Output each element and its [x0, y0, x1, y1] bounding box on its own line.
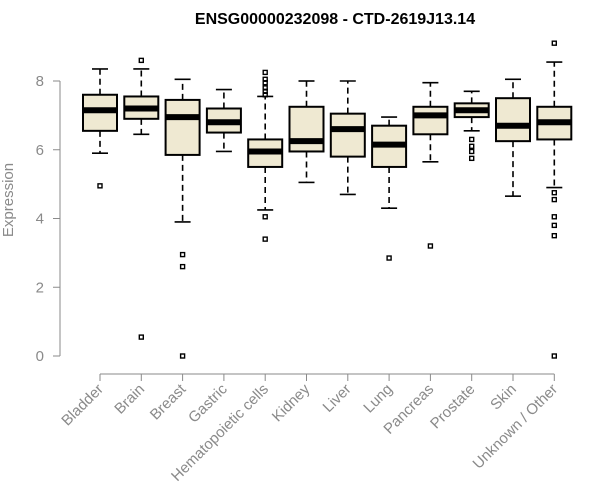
box-lung: [371, 116, 408, 261]
x-tick-label: Brain: [111, 381, 148, 418]
chart-title: ENSG00000232098 - CTD-2619J13.14: [195, 11, 475, 28]
outlier-point: [551, 190, 557, 196]
y-tick-label: 2: [36, 279, 44, 296]
x-tick-label: Liver: [320, 381, 355, 416]
outlier-point: [551, 353, 557, 359]
outlier-point: [262, 214, 268, 220]
iqr-box: [495, 97, 531, 143]
outlier-point: [179, 353, 186, 359]
box-hematopoietic-cells: [247, 69, 284, 242]
outlier-point: [386, 255, 392, 261]
x-tick-label: Prostate: [427, 381, 479, 433]
x-tick-label: Breast: [147, 380, 190, 423]
outlier-point: [551, 40, 557, 46]
box-pancreas: [412, 81, 449, 249]
outlier-point: [551, 214, 557, 220]
box-skin: [495, 78, 531, 197]
outlier-point: [551, 196, 557, 203]
outlier-point: [469, 148, 475, 155]
box-kidney: [288, 80, 325, 184]
box-gastric: [205, 88, 242, 153]
outlier-point: [262, 236, 268, 242]
outlier-point: [427, 243, 434, 249]
boxes-group: [82, 40, 573, 359]
y-tick-label: 6: [36, 142, 44, 159]
y-tick-label: 8: [36, 73, 44, 90]
outlier-point: [179, 263, 186, 270]
box-brain: [123, 57, 160, 340]
box-prostate: [453, 90, 490, 162]
outlier-point: [97, 183, 103, 189]
y-tick-label: 0: [36, 348, 44, 365]
box-breast: [164, 78, 201, 359]
outlier-point: [469, 155, 475, 162]
outlier-point: [262, 69, 268, 76]
outlier-point: [138, 57, 145, 64]
outlier-point: [469, 136, 475, 143]
outlier-point: [179, 251, 186, 258]
box-bladder: [82, 68, 118, 189]
iqr-box: [164, 98, 201, 156]
x-tick-label: Kidney: [269, 380, 314, 425]
box-unknown-other: [536, 40, 573, 359]
box-liver: [329, 80, 366, 196]
iqr-box: [329, 112, 366, 158]
x-tick-label: Bladder: [58, 381, 107, 430]
y-tick-label: 4: [36, 211, 44, 228]
outlier-point: [262, 85, 268, 91]
outlier-point: [469, 143, 475, 150]
iqr-box: [288, 105, 325, 153]
outlier-point: [262, 76, 268, 82]
y-axis-label: Expression: [0, 163, 17, 237]
x-tick-label: Lung: [360, 381, 396, 417]
outlier-point: [551, 232, 557, 239]
iqr-box: [412, 105, 449, 136]
x-tick-label: Skin: [487, 381, 520, 414]
outlier-point: [138, 334, 145, 340]
outlier-point: [551, 222, 557, 229]
